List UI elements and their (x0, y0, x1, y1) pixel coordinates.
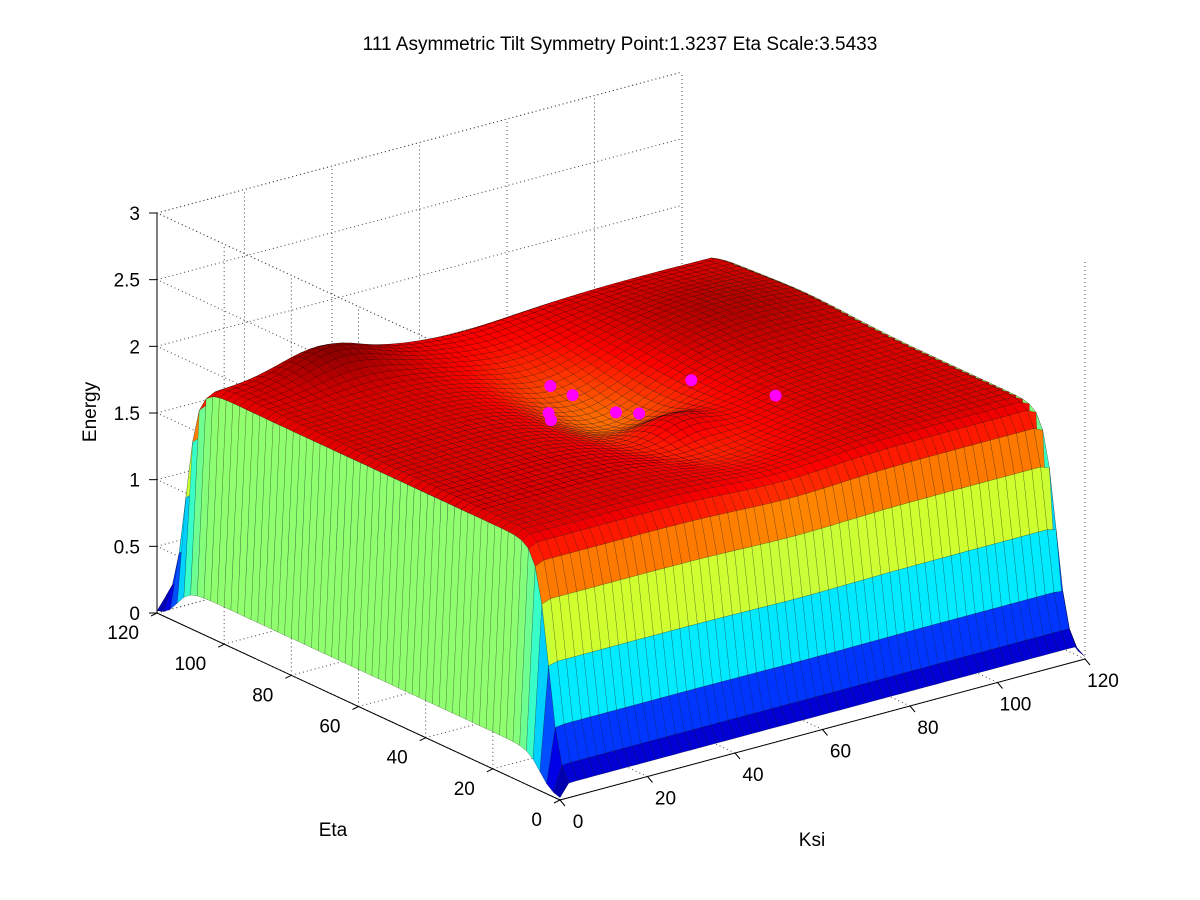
z-axis-label: Energy (80, 381, 101, 442)
y-tick-label: 100 (174, 654, 206, 675)
data-point (545, 414, 557, 427)
y-axis-label: Eta (319, 820, 348, 841)
z-tick-label: 2 (129, 337, 140, 358)
y-tick-mark (486, 768, 494, 773)
grid-line (156, 71, 683, 214)
y-tick-label: 80 (252, 685, 273, 706)
x-tick-mark (647, 776, 653, 783)
y-tick-mark (419, 737, 426, 742)
x-tick-mark (822, 729, 828, 736)
z-tick-label: 2.5 (114, 271, 140, 292)
y-tick-label: 60 (319, 717, 340, 738)
y-tick-mark (217, 643, 225, 648)
y-tick-label: 20 (454, 779, 475, 800)
x-tick-mark (909, 705, 916, 713)
x-tick-mark (1084, 658, 1091, 666)
data-point (609, 406, 622, 419)
x-tick-label: 120 (1087, 671, 1119, 692)
data-point (769, 389, 782, 402)
x-axis-label: Ksi (799, 830, 825, 851)
x-tick-label: 20 (655, 789, 676, 810)
y-tick-label: 120 (107, 623, 139, 644)
y-tick-mark (285, 674, 292, 679)
x-tick-label: 60 (830, 742, 851, 763)
z-tick-label: 3 (129, 204, 140, 225)
data-point (566, 389, 579, 402)
x-tick-label: 100 (1000, 695, 1032, 716)
data-point (633, 407, 646, 420)
y-tick-label: 40 (387, 748, 408, 769)
grid-line (156, 71, 683, 214)
y-tick-mark (553, 799, 561, 804)
chart-title: 111 Asymmetric Tilt Symmetry Point:1.323… (363, 34, 878, 55)
x-tick-label: 80 (917, 718, 938, 739)
data-point (685, 374, 698, 387)
z-tick-label: 0 (129, 604, 140, 625)
data-points (542, 374, 782, 427)
x-tick-label: 0 (573, 812, 584, 833)
z-tick-label: 0.5 (114, 537, 140, 558)
z-tick-label: 1 (129, 471, 140, 492)
grid-line (156, 138, 683, 281)
x-tick-mark (997, 682, 1003, 689)
y-tick-label: 0 (531, 810, 542, 831)
data-point (544, 379, 557, 392)
z-tick-label: 1.5 (114, 404, 140, 425)
y-tick-mark (352, 706, 359, 710)
x-tick-mark (734, 752, 741, 760)
surface-patch (1069, 628, 1086, 657)
x-tick-label: 40 (742, 765, 763, 786)
x-tick-mark (559, 799, 566, 807)
tick-labels: 02040608010012002040608010012000.511.522… (107, 204, 1119, 833)
energy-surface (156, 257, 1086, 798)
